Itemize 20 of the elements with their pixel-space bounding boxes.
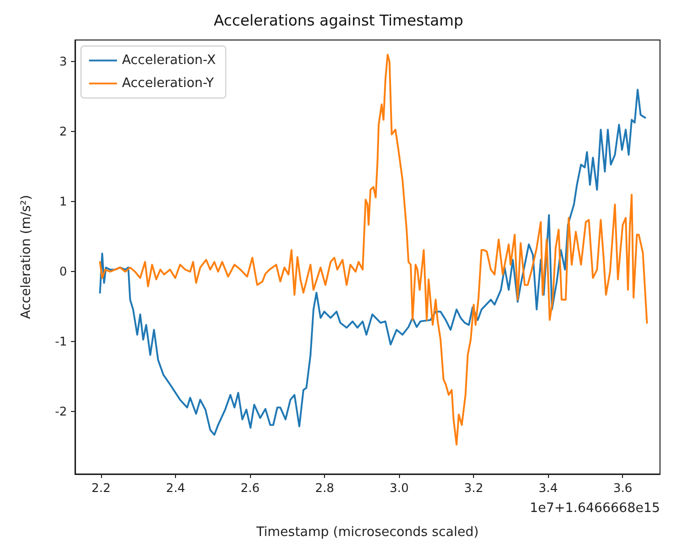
chart-title: Accelerations against Timestamp bbox=[214, 12, 464, 30]
x-axis-title: Timestamp (microseconds scaled) bbox=[255, 525, 479, 540]
y-tick-label: 3 bbox=[59, 54, 67, 69]
y-tick-label: -2 bbox=[55, 404, 67, 419]
y-tick-label: 2 bbox=[59, 124, 67, 139]
x-tick-label: 2.8 bbox=[315, 481, 334, 495]
x-tick-label: 2.6 bbox=[240, 481, 260, 495]
y-tick-label: 0 bbox=[59, 264, 67, 279]
x-tick-label: 2.4 bbox=[166, 481, 186, 495]
text: 1e7+1.6466668e15 bbox=[530, 501, 660, 516]
x-tick-label: 2.2 bbox=[92, 481, 111, 495]
x-tick-label: 3.0 bbox=[390, 481, 409, 495]
x-tick-label: 3.6 bbox=[613, 481, 632, 495]
x-tick-label: 3.2 bbox=[464, 481, 484, 495]
y-axis-title: Acceleration (m/s²) bbox=[19, 194, 34, 320]
x-tick-label: 3.4 bbox=[538, 481, 558, 495]
legend-label: Acceleration-Y bbox=[122, 76, 214, 91]
legend-label: Acceleration-X bbox=[122, 53, 216, 68]
y-tick-label: -1 bbox=[55, 334, 67, 349]
y-tick-label: 1 bbox=[59, 194, 67, 209]
